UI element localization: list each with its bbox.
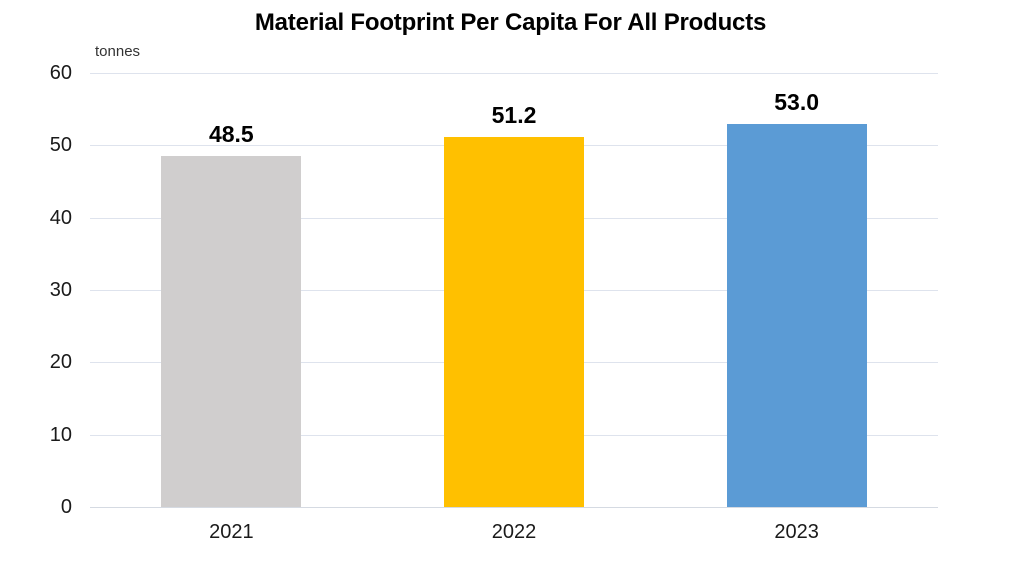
y-axis-tick-label: 40 (49, 207, 72, 229)
x-axis-line (90, 507, 938, 508)
y-axis-tick-label: 50 (49, 134, 72, 156)
x-axis-category-label: 2021 (209, 521, 254, 543)
y-axis-tick-label: 0 (60, 496, 72, 518)
y-axis-tick-label: 20 (49, 351, 72, 373)
bar-2023 (726, 123, 867, 507)
y-axis-tick-label: 60 (49, 62, 72, 84)
y-axis-unit-label: tonnes (95, 43, 141, 60)
chart-title: Material Footprint Per Capita For All Pr… (254, 9, 767, 36)
gridline (90, 73, 938, 74)
x-axis-category-label: 2023 (774, 521, 819, 543)
bar-2021 (161, 156, 302, 507)
y-axis-tick-label: 10 (49, 424, 72, 446)
x-axis-category-label: 2022 (491, 521, 537, 543)
bar-value-label: 48.5 (208, 121, 254, 148)
bar-value-label: 53.0 (774, 88, 820, 115)
bar-2022 (444, 136, 584, 507)
y-axis-tick-label: 30 (49, 279, 72, 301)
bar-value-label: 51.2 (491, 101, 537, 128)
